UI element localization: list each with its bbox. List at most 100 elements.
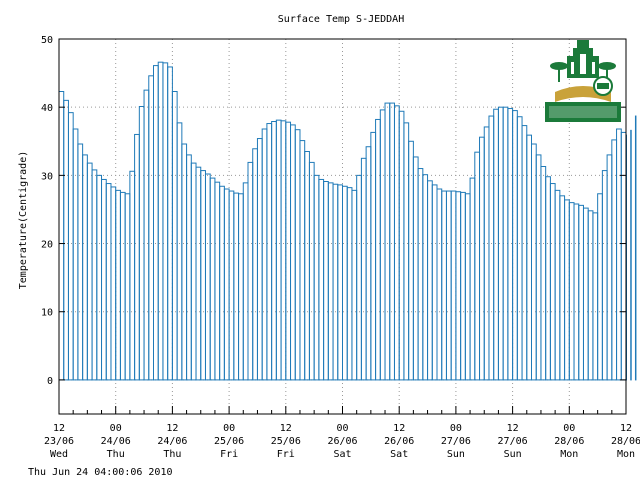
- x-tick-date: 28/06: [611, 436, 640, 447]
- chart-title: Surface Temp S-JEDDAH: [278, 14, 404, 25]
- y-tick-labels: 0 10 20 30 40 50: [41, 35, 53, 387]
- temperature-bar: [474, 151, 481, 381]
- temperature-bar: [521, 125, 528, 381]
- x-tick-group: 00 24/06 Thu: [101, 423, 131, 460]
- temperature-bar: [162, 62, 169, 381]
- y-tick-label: 30: [41, 171, 53, 182]
- temperature-bar: [417, 168, 424, 381]
- x-tick-day: Fri: [277, 449, 295, 460]
- x-tick-date: 26/06: [384, 436, 414, 447]
- temperature-bar: [507, 108, 514, 381]
- temperature-bar: [313, 174, 320, 381]
- temperature-bar: [384, 102, 391, 381]
- temperature-bar: [616, 128, 622, 381]
- plot-frame: [58, 38, 627, 415]
- y-axis-label: Temperature(Centigrade): [18, 151, 29, 289]
- y-tick-label: 0: [47, 376, 53, 387]
- temperature-bar: [186, 154, 192, 381]
- temperature-bar: [308, 161, 315, 381]
- temperature-bar: [488, 115, 495, 381]
- x-tick-group: 12 26/06 Sat: [384, 423, 414, 460]
- temperature-bar: [365, 146, 372, 381]
- x-tick-date: 25/06: [271, 436, 301, 447]
- temperature-bar: [129, 170, 136, 381]
- x-tick-date: 28/06: [554, 436, 584, 447]
- temperature-bar: [238, 193, 244, 381]
- temperature-bar: [351, 189, 358, 381]
- x-tick-group: 12 27/06 Sun: [498, 423, 528, 460]
- temperature-bar: [271, 121, 277, 381]
- temperature-bar: [479, 136, 485, 381]
- temperature-bar: [209, 177, 216, 381]
- temperature-bar: [67, 112, 74, 381]
- x-tick-group: 12 23/06 Wed: [44, 423, 74, 460]
- temperature-bar: [403, 122, 410, 381]
- x-tick-hour: 00: [110, 423, 122, 434]
- temperature-bar: [124, 193, 131, 381]
- temperature-bar: [346, 187, 353, 381]
- temperature-bar: [531, 143, 537, 381]
- temperature-bar: [549, 183, 556, 381]
- temperature-bar: [323, 181, 329, 381]
- footer-timestamp: Thu Jun 24 04:00:06 2010: [28, 467, 173, 478]
- temperature-bar: [101, 178, 107, 381]
- temperature-bar: [86, 162, 93, 381]
- temperature-bar: [606, 154, 613, 381]
- temperature-bar: [195, 166, 202, 381]
- temperature-bar: [214, 181, 221, 381]
- x-tick-day: Wed: [50, 449, 68, 460]
- x-tick-hour: 12: [166, 423, 178, 434]
- bars-layer: [58, 61, 637, 381]
- x-tick-group: 12 28/06 Mon: [611, 423, 640, 460]
- temperature-bar: [493, 108, 499, 381]
- temperature-bar: [337, 184, 343, 381]
- temperature-bar: [408, 140, 414, 381]
- temperature-bar: [559, 195, 566, 381]
- x-tick-hour: 00: [223, 423, 235, 434]
- x-tick-day: Thu: [163, 449, 181, 460]
- x-tick-hour: 12: [393, 423, 405, 434]
- temperature-bar: [110, 186, 117, 381]
- temperature-bar: [275, 119, 282, 381]
- x-tick-hour: 12: [53, 423, 65, 434]
- x-tick-day: Sat: [333, 449, 351, 460]
- temperature-bar: [582, 207, 589, 381]
- x-tick-date: 23/06: [44, 436, 74, 447]
- temperature-bar: [526, 134, 533, 381]
- x-tick-hour: 00: [563, 423, 575, 434]
- temperature-bar: [96, 174, 103, 381]
- x-tick-group: 12 24/06 Thu: [157, 423, 187, 460]
- temperature-bar: [219, 185, 225, 381]
- x-tick-day: Thu: [107, 449, 125, 460]
- temperature-bar: [483, 126, 490, 381]
- temperature-bar: [630, 129, 632, 381]
- x-tick-date: 27/06: [498, 436, 528, 447]
- temperature-bar: [228, 190, 235, 381]
- temperature-bar: [285, 121, 292, 381]
- x-tick-day: Fri: [220, 449, 238, 460]
- temperature-bar: [398, 110, 405, 381]
- y-tick-label: 20: [41, 240, 53, 251]
- temperature-bar: [568, 202, 575, 381]
- x-tick-group: 00 25/06 Fri: [214, 423, 244, 460]
- temperature-bar: [370, 131, 377, 381]
- x-tick-labels: 12 23/06 Wed 00 24/06 Thu 12 24/06 Thu 00 25/06 Fri…: [44, 423, 640, 460]
- temperature-bar: [464, 193, 471, 381]
- temperature-bar: [153, 65, 159, 381]
- temperature-bar: [412, 156, 419, 381]
- temperature-bar: [256, 138, 263, 381]
- temperature-bar: [516, 116, 523, 381]
- university-crest-logo: [543, 36, 623, 132]
- temperature-bar: [455, 191, 462, 381]
- temperature-bar: [427, 180, 433, 381]
- temperature-bar: [233, 192, 240, 381]
- x-tick-day: Sun: [504, 449, 522, 460]
- temperature-bar: [148, 75, 154, 381]
- x-tick-hour: 12: [507, 423, 519, 434]
- temperature-bar: [280, 120, 287, 381]
- x-tick-group: 12 25/06 Fri: [271, 423, 301, 460]
- temperature-bar: [342, 185, 348, 381]
- temperature-bar: [157, 61, 164, 381]
- temperature-bar: [634, 115, 637, 381]
- temperature-bar: [200, 170, 206, 381]
